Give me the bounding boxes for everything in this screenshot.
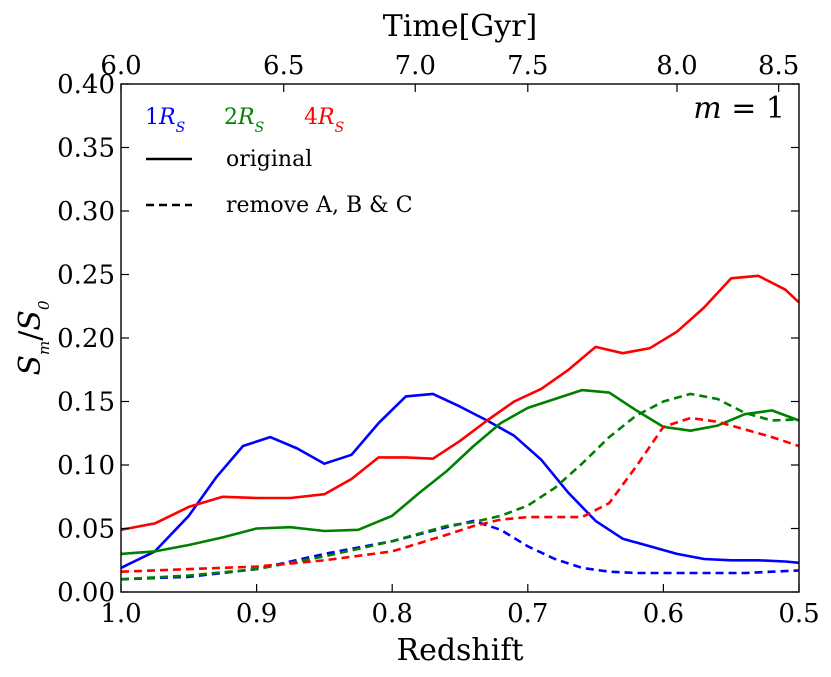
x-axis-title: Redshift: [396, 633, 523, 668]
legend-radius-var: R: [158, 105, 176, 130]
series-line-2: [120, 274, 800, 532]
x-tick-label: 0.6: [643, 599, 684, 629]
legend-radius-2rs: 2RS: [224, 105, 264, 136]
y-tick-label: 0.25: [57, 261, 115, 291]
y-axis-title-sub-den: 0: [35, 300, 53, 310]
legend-radius-var: R: [317, 105, 335, 130]
y-axis-title-den: S: [13, 310, 48, 331]
y-tick-label: 0.00: [57, 578, 115, 608]
top-tick-label: 7.5: [507, 51, 548, 81]
legend-radius-1rs: 1RS: [145, 105, 185, 136]
top-axis-title: Time[Gyr]: [383, 9, 537, 44]
series-line-1: [120, 388, 800, 556]
legend-radius-var: R: [237, 105, 255, 130]
legend-radius-num: 1: [145, 105, 159, 130]
y-tick-label: 0.35: [57, 134, 115, 164]
y-tick-label: 0.20: [57, 324, 115, 354]
legend-radius-sub: S: [255, 120, 265, 136]
y-tick-label: 0.05: [57, 515, 115, 545]
y-axis-title-sub-num: m: [35, 341, 53, 355]
y-tick-label: 0.10: [57, 451, 115, 481]
x-tick-label: 1.0: [100, 599, 141, 629]
legend-label-dashed: remove A, B & C: [226, 193, 413, 218]
y-axis-title-main: S: [13, 355, 48, 376]
annotation-m-equals-1: m = 1: [693, 91, 785, 126]
top-tick-label: 6.0: [100, 51, 141, 81]
x-tick-label: 0.8: [372, 599, 413, 629]
legend-label-solid: original: [226, 147, 312, 172]
y-axis-title-slash: /: [13, 330, 48, 341]
series-line-4: [120, 392, 800, 581]
series-layer: [120, 274, 800, 581]
tick-layer: 1.0 0.9 0.8 0.7 0.6 0.5 0.00 0.05 0.10 0.15 0.20 0.…: [57, 51, 820, 629]
x-tick-label: 0.7: [507, 599, 548, 629]
top-tick-label: 8.0: [656, 51, 697, 81]
legend-radius-sub: S: [176, 120, 186, 136]
y-tick-label: 0.30: [57, 197, 115, 227]
x-tick-label: 0.5: [778, 599, 819, 629]
legend-radius-4rs: 4RS: [304, 105, 344, 136]
plot-frame: [120, 83, 800, 593]
y-axis-title: Sm/S0: [13, 300, 53, 375]
top-tick-label: 7.0: [395, 51, 436, 81]
y-tick-label: 0.40: [57, 70, 115, 100]
x-tick-label: 0.9: [236, 599, 277, 629]
top-tick-label: 8.5: [758, 51, 799, 81]
annotation-var: m: [693, 91, 721, 126]
top-tick-label: 6.5: [263, 51, 304, 81]
series-line-3: [120, 519, 800, 581]
series-line-0: [120, 392, 800, 570]
legend-radius-num: 4: [304, 105, 318, 130]
y-tick-label: 0.15: [57, 388, 115, 418]
legend-radius-sub: S: [335, 120, 345, 136]
legend-radius-num: 2: [224, 105, 238, 130]
annotation-eq: = 1: [722, 91, 785, 126]
